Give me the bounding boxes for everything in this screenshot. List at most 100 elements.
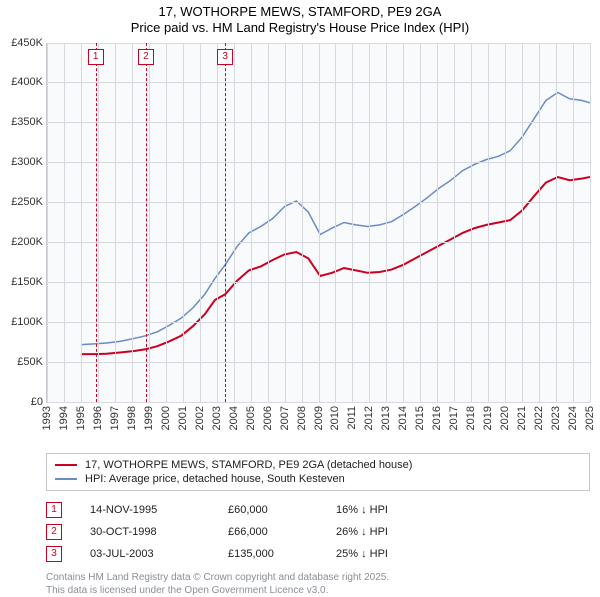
x-axis-label: 2001 (177, 406, 189, 430)
x-axis-label: 2012 (363, 406, 375, 430)
y-axis-label: £150K (11, 276, 43, 288)
gridline-v (590, 43, 591, 402)
gridline-v (539, 43, 540, 402)
x-axis-label: 2005 (245, 406, 257, 430)
sale-price: £135,000 (228, 548, 308, 560)
gridline-v (386, 43, 387, 402)
y-axis-label: £100K (11, 316, 43, 328)
x-axis-label: 2008 (296, 406, 308, 430)
gridline-v (522, 43, 523, 402)
gridline-v (556, 43, 557, 402)
gridline-v (149, 43, 150, 402)
gridline-v (471, 43, 472, 402)
sale-marker-ref: 2 (46, 524, 62, 540)
gridline-v (403, 43, 404, 402)
sale-marker-ref: 3 (46, 546, 62, 562)
y-axis-label: £450K (11, 37, 43, 49)
footer-line-2: This data is licensed under the Open Gov… (46, 584, 590, 597)
x-axis-label: 2009 (313, 406, 325, 430)
x-axis-label: 2010 (329, 406, 341, 430)
legend-label: HPI: Average price, detached house, Sout… (85, 473, 345, 485)
x-axis-label: 2018 (465, 406, 477, 430)
gridline-v (285, 43, 286, 402)
gridline-v (454, 43, 455, 402)
y-axis-label: £300K (11, 156, 43, 168)
legend-item: HPI: Average price, detached house, Sout… (55, 472, 581, 486)
gridline-v (352, 43, 353, 402)
gridline-v (420, 43, 421, 402)
sale-delta-vs-hpi: 16% ↓ HPI (336, 504, 426, 516)
gridline-v (319, 43, 320, 402)
gridline-v (98, 43, 99, 402)
x-axis-label: 2017 (448, 406, 460, 430)
legend-swatch (55, 478, 77, 480)
gridline-v (115, 43, 116, 402)
sale-marker-box: 2 (138, 49, 154, 65)
gridline-v (132, 43, 133, 402)
gridline-v (166, 43, 167, 402)
legend-item: 17, WOTHORPE MEWS, STAMFORD, PE9 2GA (de… (55, 458, 581, 472)
sale-price: £60,000 (228, 504, 308, 516)
y-axis-label: £350K (11, 116, 43, 128)
x-axis-label: 2015 (414, 406, 426, 430)
sale-marker-ref: 1 (46, 502, 62, 518)
sale-date: 14-NOV-1995 (90, 504, 200, 516)
gridline-v (234, 43, 235, 402)
gridline-v (251, 43, 252, 402)
sale-delta-vs-hpi: 26% ↓ HPI (336, 526, 426, 538)
gridline-v (335, 43, 336, 402)
gridline-v (488, 43, 489, 402)
title-line-1: 17, WOTHORPE MEWS, STAMFORD, PE9 2GA (0, 4, 600, 20)
gridline-v (64, 43, 65, 402)
sale-row: 1 14-NOV-1995 £60,000 16% ↓ HPI (46, 499, 590, 521)
y-axis-label: £200K (11, 236, 43, 248)
gridline-v (47, 43, 48, 402)
x-axis-label: 1998 (126, 406, 138, 430)
gridline-v (302, 43, 303, 402)
x-axis-label: 2011 (346, 406, 358, 430)
x-axis-label: 2019 (482, 406, 494, 430)
sale-price: £66,000 (228, 526, 308, 538)
legend-label: 17, WOTHORPE MEWS, STAMFORD, PE9 2GA (de… (85, 459, 412, 471)
footer-line-1: Contains HM Land Registry data © Crown c… (46, 571, 590, 584)
sale-row: 303-JUL-2003£135,00025% ↓ HPI (46, 543, 590, 565)
x-axis-label: 1997 (109, 406, 121, 430)
chart-plot-area: £0£50K£100K£150K£200K£250K£300K£350K£400… (46, 43, 590, 403)
gridline-v (437, 43, 438, 402)
x-axis-label: 2007 (279, 406, 291, 430)
chart-legend: 17, WOTHORPE MEWS, STAMFORD, PE9 2GA (de… (46, 453, 590, 491)
gridline-v (369, 43, 370, 402)
x-axis-label: 2021 (516, 406, 528, 430)
x-axis-label: 2006 (262, 406, 274, 430)
gridline-v (505, 43, 506, 402)
x-axis-label: 1996 (92, 406, 104, 430)
gridline-v (81, 43, 82, 402)
x-axis-label: 1995 (75, 406, 87, 430)
sale-date: 03-JUL-2003 (90, 548, 200, 560)
x-axis-label: 2004 (228, 406, 240, 430)
gridline-v (200, 43, 201, 402)
y-axis-label: £50K (17, 356, 43, 368)
chart-title: 17, WOTHORPE MEWS, STAMFORD, PE9 2GA Pri… (0, 0, 600, 37)
page: 17, WOTHORPE MEWS, STAMFORD, PE9 2GA Pri… (0, 0, 600, 590)
legend-swatch (55, 464, 77, 466)
x-axis-label: 2003 (211, 406, 223, 430)
gridline-v (183, 43, 184, 402)
sales-table: 1 14-NOV-1995 £60,000 16% ↓ HPI 2 30-OCT-1998… (46, 499, 590, 565)
footer-attribution: Contains HM Land Registry data © Crown c… (46, 571, 590, 597)
x-axis-label: 2000 (160, 406, 172, 430)
x-axis-label: 2013 (380, 406, 392, 430)
title-line-2: Price paid vs. HM Land Registry's House … (0, 20, 600, 36)
x-axis-label: 2022 (533, 406, 545, 430)
gridline-v (217, 43, 218, 402)
x-axis-label: 2016 (431, 406, 443, 430)
sale-date: 30-OCT-1998 (90, 526, 200, 538)
sale-marker-line (96, 43, 97, 402)
x-axis-label: 2025 (584, 406, 596, 430)
y-axis-label: £400K (11, 76, 43, 88)
sale-marker-line (146, 43, 147, 402)
x-axis-label: 2014 (397, 406, 409, 430)
sale-marker-box: 3 (217, 49, 233, 65)
x-axis-label: 2023 (550, 406, 562, 430)
x-axis-label: 1993 (41, 406, 53, 430)
